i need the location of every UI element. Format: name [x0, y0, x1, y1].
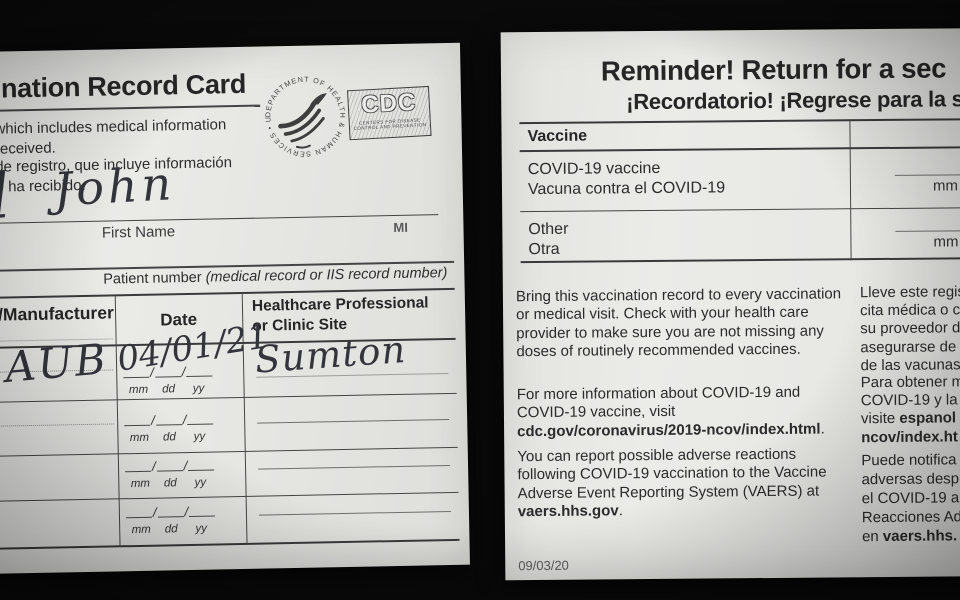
hhs-eagle-glyph [278, 101, 325, 149]
row-border [0, 392, 457, 405]
vaers-url-text: vaers.hhs.gov [517, 502, 619, 521]
date-blank-row4: / / mm dd yy [125, 503, 217, 537]
hhs-eagle-head [310, 93, 327, 105]
spanish-line: COVID-19 y la [860, 391, 958, 410]
yy-label: yy [193, 430, 206, 443]
clinic-fill-line [258, 464, 451, 470]
cdc-url-text: cdc.gov/coronavirus/2019-ncov/index.html [517, 420, 821, 441]
spanish-line: Lleve este regis [859, 283, 960, 302]
dd-label: dd [162, 431, 176, 444]
yy-label: yy [194, 476, 207, 489]
vaccination-record-card-front: ination Record Card which includes medic… [0, 42, 470, 576]
spanish-column: Lleve este regis cita médica o c su prov… [860, 282, 960, 375]
mm-label: mm [129, 431, 150, 445]
more-info-paragraph: For more information about COVID-19 and … [516, 383, 825, 441]
date-blank-row2: / / mm dd yy [123, 411, 215, 445]
vaccine-manufacturer-header: /Manufacturer [0, 302, 114, 325]
column-divider [114, 294, 121, 546]
yy-label: yy [192, 382, 205, 395]
spanish-line: asegurarse de [860, 337, 957, 356]
spanish-line: Reacciones Ad [861, 508, 960, 527]
middle-initial-label: MI [393, 219, 409, 236]
vaers-url-fragment-es: vaers.hhs. [882, 527, 958, 546]
cdc-logo: CDC CENTERS FOR DISEASE CONTROL AND PREV… [346, 85, 432, 141]
back-title-es: ¡Recordatorio! ¡Regrese para la se [626, 86, 960, 115]
clinic-fill-line [258, 510, 451, 516]
row-border [0, 491, 459, 504]
reminder-row-other-es: Otra [528, 240, 560, 259]
spanish-line: Puede notifica [861, 451, 957, 470]
reminder-table-bottom-border [520, 256, 960, 264]
vaccination-record-card-back: Reminder! Return for a sec ¡Recordatorio… [500, 27, 960, 581]
spanish-line: Para obtener m [860, 373, 960, 392]
patient-number-hint: (medical record or IIS record number) [205, 265, 448, 286]
reminder-date-mm-fragment: mm [933, 233, 959, 251]
reminder-table-divider [849, 119, 853, 261]
ncov-url-fragment: ncov/index.ht [861, 427, 958, 446]
espanol-url-fragment: espanol [899, 409, 957, 428]
spanish-column-3: Puede notifica adversas desp el COVID-19… [861, 449, 960, 546]
dotted-fill-line [0, 423, 115, 428]
reminder-row-covid-en: COVID-19 vaccine [527, 159, 661, 179]
bring-record-paragraph: Bring this vaccination record to every v… [515, 285, 842, 361]
spanish-line: de las vacunas [860, 356, 960, 375]
mm-label: mm [128, 383, 149, 397]
spanish-line: adversas desp [861, 470, 960, 489]
front-subtitle-en-1: which includes medical information [0, 116, 227, 138]
dd-label: dd [164, 523, 178, 536]
reminder-row-border [520, 206, 960, 213]
mm-label: mm [130, 477, 151, 491]
spanish-line: su proveedor d [860, 319, 960, 338]
handwritten-first-name: John [52, 156, 177, 217]
vaers-paragraph: You can report possible adverse reaction… [517, 445, 827, 521]
mm-label: mm [131, 523, 151, 537]
spanish-line: cita médica o c [859, 301, 960, 320]
yy-label: yy [195, 522, 208, 535]
spanish-line: visite espanol [860, 409, 957, 428]
healthcare-professional-header-1: Healthcare Professional [251, 294, 429, 315]
vaccine-column-header: Vaccine [527, 127, 588, 146]
reminder-date-line [894, 173, 960, 177]
back-title-en: Reminder! Return for a sec [600, 52, 947, 87]
reminder-table-top-border [519, 117, 960, 125]
reminder-row-covid-es: Vacuna contra el COVID-19 [527, 179, 726, 199]
cdc-logo-acronym: CDC [360, 88, 417, 119]
spanish-line: el COVID-19 a [861, 489, 960, 508]
reminder-table-header-border [519, 145, 960, 153]
reminder-date-line [895, 229, 960, 233]
clinic-fill-line [257, 418, 450, 424]
spanish-column-2: Para obtener m COVID-19 y la visite espa… [861, 372, 960, 447]
card-revision-date: 09/03/20 [518, 557, 569, 574]
reminder-date-mm-fragment: mm [932, 177, 959, 195]
hhs-seal-icon: DEPARTMENT OF HEALTH & HUMAN SERVICES • … [258, 66, 350, 161]
dd-label: dd [163, 477, 177, 490]
reminder-row-other-en: Other [528, 220, 569, 239]
handwritten-vaccine-entry: AUB [3, 334, 110, 392]
title-underline [0, 104, 261, 112]
spanish-line: en vaers.hhs. [861, 527, 958, 546]
row-border [0, 446, 458, 459]
first-name-label: First Name [101, 223, 176, 242]
front-card-title: ination Record Card [0, 68, 247, 104]
table-bottom-border [0, 538, 460, 552]
date-blank-row3: / / mm dd yy [124, 457, 216, 491]
dd-label: dd [162, 383, 176, 396]
